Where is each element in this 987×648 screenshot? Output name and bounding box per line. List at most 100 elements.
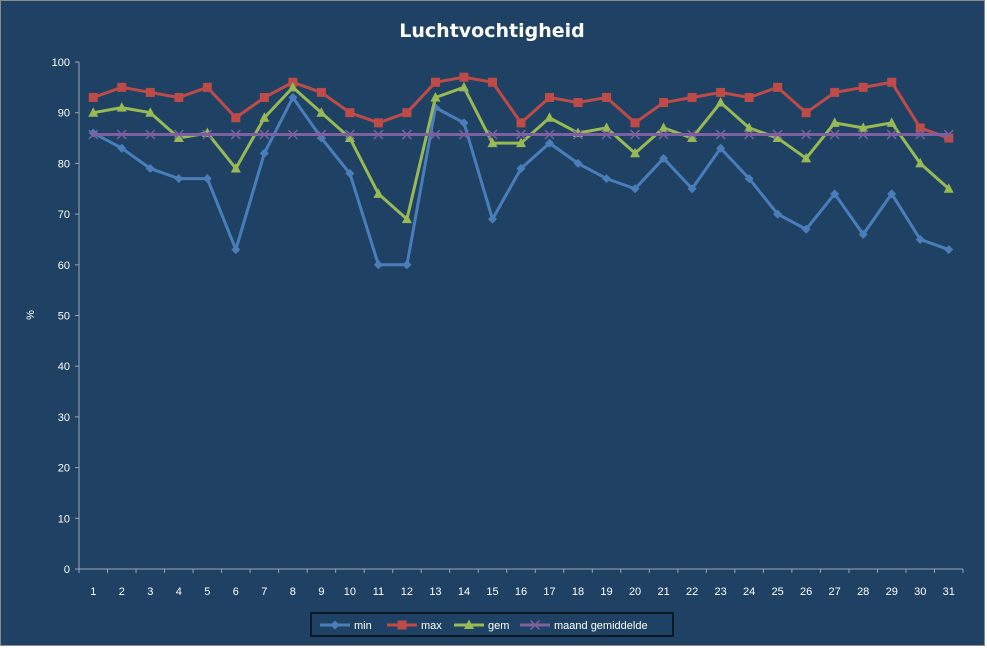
series-max xyxy=(88,72,954,143)
data-point-max xyxy=(602,92,612,102)
data-point-max xyxy=(573,98,583,108)
data-point-min xyxy=(687,184,697,194)
data-point-min xyxy=(345,169,355,179)
legend-entry-maand-gemiddelde: maand gemiddelde xyxy=(520,619,648,632)
data-point-maand-gemiddelde xyxy=(145,129,156,140)
data-point-min xyxy=(830,189,840,199)
legend-entry-min: min xyxy=(320,620,372,632)
data-point-gem xyxy=(630,147,641,158)
data-point-min xyxy=(117,143,127,153)
x-tick-label: 21 xyxy=(657,586,669,598)
data-point-min xyxy=(516,163,526,173)
data-point-gem xyxy=(344,132,355,143)
data-point-maand-gemiddelde xyxy=(801,129,812,140)
data-point-max xyxy=(345,108,355,118)
data-point-maand-gemiddelde xyxy=(373,129,384,140)
data-point-min xyxy=(602,174,612,184)
legend-label: min xyxy=(354,620,372,632)
data-point-max xyxy=(887,77,897,87)
data-point-min xyxy=(801,224,811,234)
x-tick-label: 19 xyxy=(600,586,612,598)
data-point-max xyxy=(773,82,783,92)
data-point-min xyxy=(145,163,155,173)
data-point-min xyxy=(659,153,669,163)
x-tick-label: 1 xyxy=(90,586,96,598)
data-point-maand-gemiddelde xyxy=(230,129,241,140)
x-tick-label: 10 xyxy=(344,586,356,598)
data-point-gem xyxy=(430,91,441,102)
data-point-min xyxy=(630,184,640,194)
data-point-gem xyxy=(316,107,327,117)
data-point-maand-gemiddelde xyxy=(430,129,441,140)
x-tick-label: 4 xyxy=(176,586,182,598)
y-tick-label: 30 xyxy=(58,412,70,424)
series-line-gem xyxy=(92,85,950,221)
y-tick-label: 0 xyxy=(64,564,70,576)
data-point-min xyxy=(259,148,269,158)
y-tick-label: 70 xyxy=(58,209,70,221)
x-tick-label: 17 xyxy=(543,586,555,598)
legend-marker xyxy=(397,620,407,630)
data-point-min xyxy=(288,92,298,102)
data-point-gem xyxy=(145,107,156,117)
x-tick-label: 20 xyxy=(629,586,641,598)
data-point-max xyxy=(202,82,212,92)
chart-title: Luchtvochtigheid xyxy=(399,20,584,42)
x-tick-label: 31 xyxy=(943,586,955,598)
legend-box xyxy=(310,612,674,637)
data-point-maand-gemiddelde xyxy=(601,129,612,140)
data-point-gem xyxy=(287,81,298,92)
x-tick-label: 11 xyxy=(373,586,384,598)
data-point-maand-gemiddelde xyxy=(915,129,926,140)
y-tick-label: 10 xyxy=(58,513,70,525)
data-point-max xyxy=(174,92,184,102)
y-axis-label: % xyxy=(25,310,37,320)
data-point-gem xyxy=(772,132,783,143)
legend: min max gem maand gemiddelde xyxy=(310,612,674,637)
data-point-gem xyxy=(943,183,954,193)
data-point-max xyxy=(88,92,98,102)
x-tick-label: 3 xyxy=(147,586,153,598)
data-point-gem xyxy=(259,112,270,122)
data-point-min xyxy=(944,245,954,255)
data-point-maand-gemiddelde xyxy=(116,129,127,140)
data-point-maand-gemiddelde xyxy=(316,129,327,140)
legend-label: gem xyxy=(488,620,509,632)
series-gem xyxy=(88,81,954,224)
data-point-maand-gemiddelde xyxy=(687,129,698,140)
legend-label: maand gemiddelde xyxy=(554,620,648,632)
series-maand-gemiddelde xyxy=(88,129,954,140)
x-tick-label: 28 xyxy=(857,586,869,598)
data-point-gem xyxy=(458,81,469,92)
data-point-min xyxy=(773,209,783,219)
data-point-gem xyxy=(373,188,384,198)
y-tick-label: 90 xyxy=(58,108,70,120)
y-tick-label: 100 xyxy=(52,57,70,69)
x-tick-label: 22 xyxy=(686,586,698,598)
data-point-max xyxy=(830,87,840,97)
x-tick-label: 14 xyxy=(458,586,470,598)
data-point-min xyxy=(744,174,754,184)
data-point-max xyxy=(430,77,440,87)
data-point-max xyxy=(944,133,954,143)
data-point-maand-gemiddelde xyxy=(259,129,270,140)
legend-entry-max: max xyxy=(387,620,442,632)
data-point-gem xyxy=(715,97,726,107)
data-point-min xyxy=(202,174,212,184)
data-point-maand-gemiddelde xyxy=(658,129,669,140)
data-point-max xyxy=(716,87,726,97)
x-tick-label: 5 xyxy=(204,586,210,598)
legend-marker xyxy=(464,619,474,629)
data-point-max xyxy=(915,123,925,133)
data-point-max xyxy=(145,87,155,97)
data-point-min xyxy=(373,260,383,270)
data-point-gem xyxy=(516,137,526,148)
data-point-maand-gemiddelde xyxy=(858,129,869,140)
x-tick-label: 24 xyxy=(743,586,755,598)
data-point-maand-gemiddelde xyxy=(772,129,783,140)
data-point-gem xyxy=(886,117,897,127)
data-point-maand-gemiddelde xyxy=(544,129,555,140)
data-point-gem xyxy=(116,102,127,112)
